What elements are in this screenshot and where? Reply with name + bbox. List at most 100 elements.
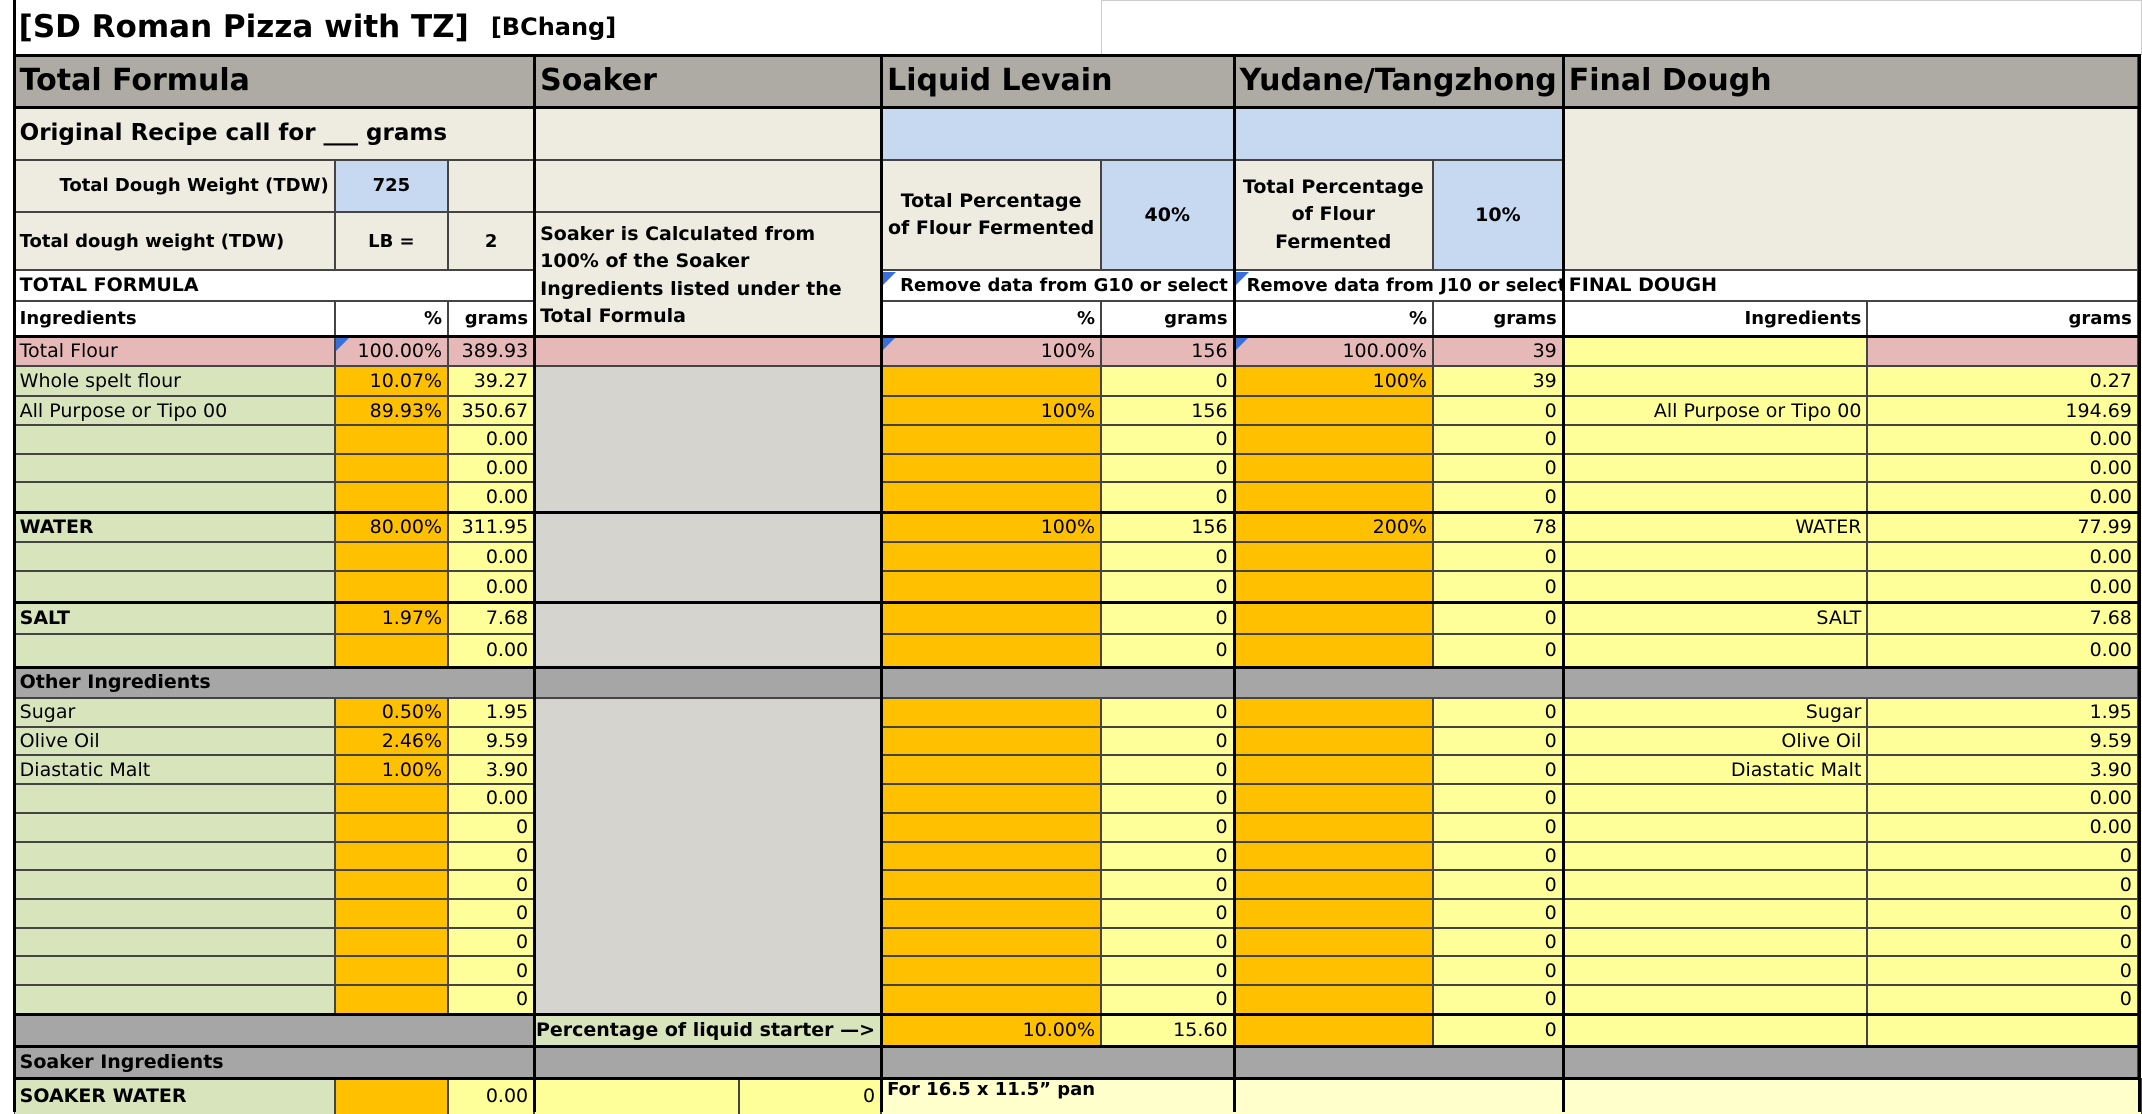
data-cell <box>881 898 1102 928</box>
border <box>1232 53 1236 1113</box>
data-cell <box>881 453 1102 483</box>
data-cell: 100% <box>881 512 1102 543</box>
data-cell: 0.00 <box>1867 784 2138 813</box>
cell: For 16.5 x 11.5” pan <box>881 1077 2142 1114</box>
data-cell: 0 <box>448 841 535 871</box>
data-cell: 0.00 <box>1867 424 2138 454</box>
data-cell: 0 <box>1433 755 1563 785</box>
comment-marker <box>882 271 897 286</box>
data-cell: 0 <box>1101 571 1234 603</box>
data-cell: 0 <box>448 870 535 899</box>
data-cell <box>1233 424 1433 454</box>
data-cell: 200% <box>1233 512 1433 543</box>
data-cell <box>1233 571 1433 603</box>
border <box>1561 53 1565 1113</box>
data-cell <box>334 453 449 483</box>
data-cell: 100% <box>881 396 1102 425</box>
cell: Total Dough Weight (TDW) <box>13 159 335 212</box>
cell: Original Recipe call for ___ grams <box>13 106 535 160</box>
data-cell <box>13 956 335 985</box>
border <box>12 601 2139 605</box>
data-cell <box>1562 984 1868 1014</box>
data-cell <box>881 698 1102 727</box>
border <box>12 0 16 54</box>
data-cell: 100.00% <box>1233 336 1433 367</box>
data-cell: 0 <box>1433 542 1563 572</box>
data-cell: 0 <box>448 984 535 1014</box>
border <box>12 1076 2139 1080</box>
data-cell: 0 <box>1101 482 1234 513</box>
data-cell: 0 <box>1101 424 1234 454</box>
data-cell <box>1233 898 1433 928</box>
data-cell: 0.00 <box>448 453 535 483</box>
data-cell <box>1233 870 1433 899</box>
cell: Other Ingredients <box>13 666 2138 699</box>
data-cell: 0 <box>1433 784 1563 813</box>
data-cell: 9.59 <box>448 726 535 756</box>
border <box>12 1045 2139 1049</box>
data-cell: 0 <box>1433 396 1563 425</box>
data-cell: Total Flour <box>13 336 335 367</box>
data-cell <box>1562 898 1868 928</box>
data-cell <box>881 984 1102 1014</box>
empty-cell <box>534 106 882 160</box>
data-cell: 0.00 <box>1867 571 2138 603</box>
data-cell: 0 <box>1433 424 1563 454</box>
data-cell: SALT <box>13 602 335 634</box>
data-cell: 0 <box>1433 984 1563 1014</box>
data-cell <box>1233 812 1433 842</box>
data-cell: 0.00 <box>448 571 535 603</box>
data-cell: 0 <box>1433 698 1563 727</box>
data-cell <box>1562 633 1868 667</box>
data-cell <box>1562 812 1868 842</box>
data-cell <box>1233 396 1433 425</box>
data-cell <box>334 482 449 513</box>
data-cell <box>881 542 1102 572</box>
data-cell <box>334 784 449 813</box>
empty-cell <box>334 1077 449 1114</box>
data-cell: 0 <box>1867 870 2138 899</box>
cell: Total Percentage of Flour Fermented <box>1233 159 1433 271</box>
data-cell <box>1562 542 1868 572</box>
data-cell <box>13 784 335 813</box>
data-cell: 0.00 <box>448 424 535 454</box>
cell: 0.00 <box>448 1077 535 1114</box>
data-cell <box>1562 453 1868 483</box>
cell: 2 <box>448 211 535 271</box>
data-cell: 0.00 <box>448 482 535 513</box>
data-cell: 0 <box>1101 927 1234 957</box>
data-cell <box>1233 602 1433 634</box>
data-cell: 0 <box>448 956 535 985</box>
cell: TOTAL FORMULA <box>13 270 535 301</box>
data-cell <box>13 453 335 483</box>
data-cell <box>13 424 335 454</box>
data-cell <box>881 927 1102 957</box>
cell: Soaker Ingredients <box>13 1046 2138 1078</box>
data-cell <box>334 956 449 985</box>
data-cell <box>1562 482 1868 513</box>
cell: grams <box>448 300 535 337</box>
title: [SD Roman Pizza with TZ] <box>18 9 469 46</box>
data-cell <box>1233 956 1433 985</box>
data-cell: All Purpose or Tipo 00 <box>1562 396 1868 425</box>
data-cell <box>334 870 449 899</box>
data-cell: 0 <box>1101 984 1234 1014</box>
data-cell: 39 <box>1433 336 1563 367</box>
data-cell: 0.00 <box>1867 482 2138 513</box>
data-cell <box>881 602 1102 634</box>
data-cell <box>1562 956 1868 985</box>
data-cell: 0 <box>1101 755 1234 785</box>
data-cell <box>13 870 335 899</box>
cell: Soaker is Calculated from 100% of the So… <box>534 211 882 337</box>
empty-cell <box>534 698 882 1014</box>
data-cell <box>1233 841 1433 871</box>
data-cell: 0.00 <box>1867 542 2138 572</box>
data-cell <box>1562 927 1868 957</box>
data-cell: 80.00% <box>334 512 449 543</box>
data-cell: 9.59 <box>1867 726 2138 756</box>
cell: SOAKER WATER <box>13 1077 335 1114</box>
data-cell <box>334 812 449 842</box>
data-cell <box>1562 841 1868 871</box>
data-cell <box>334 927 449 957</box>
data-cell: 0.00 <box>1867 453 2138 483</box>
